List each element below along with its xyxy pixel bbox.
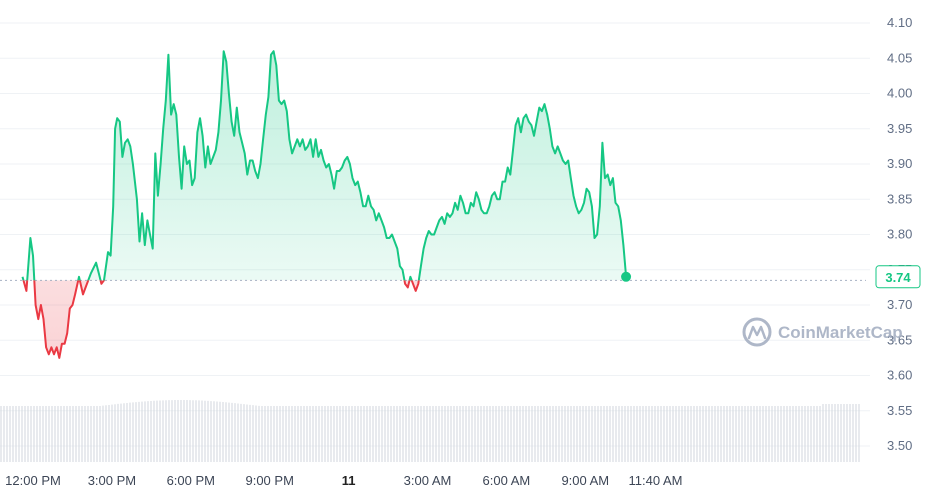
y-tick-label: 4.05: [887, 50, 912, 65]
x-tick-label: 11: [342, 473, 356, 488]
x-axis-ticks: 12:00 PM 3:00 PM 6:00 PM 9:00 PM 11 3:00 AM 6:…: [5, 473, 682, 488]
y-tick-label: 3.85: [887, 191, 912, 206]
watermark: CoinMarketCap: [742, 317, 903, 347]
price-line: [21, 50, 628, 359]
y-tick-label: 3.50: [887, 438, 912, 453]
last-price-dot: [621, 271, 632, 282]
y-tick-label: 3.60: [887, 368, 912, 383]
current-price-badge: 3.74: [875, 265, 921, 289]
x-tick-label: 6:00 PM: [167, 473, 215, 488]
x-tick-label: 6:00 AM: [483, 473, 531, 488]
y-tick-label: 3.80: [887, 227, 912, 242]
watermark-brand: CoinMarketCap: [778, 323, 903, 342]
x-tick-label: 3:00 AM: [404, 473, 452, 488]
current-price-label: 3.74: [885, 270, 911, 285]
volume-bars: [0, 400, 860, 462]
y-tick-label: 4.00: [887, 86, 912, 101]
y-tick-label: 3.90: [887, 156, 912, 171]
x-tick-label: 11:40 AM: [629, 473, 683, 488]
x-tick-label: 3:00 PM: [88, 473, 136, 488]
y-tick-label: 3.65: [887, 332, 912, 347]
area-below-baseline: [23, 280, 419, 358]
x-tick-label: 9:00 PM: [245, 473, 293, 488]
x-tick-label: 9:00 AM: [561, 473, 609, 488]
y-tick-label: 3.70: [887, 297, 912, 312]
price-line-up: [21, 50, 628, 281]
coinmarketcap-logo-icon: [742, 317, 772, 347]
x-tick-label: 12:00 PM: [5, 473, 61, 488]
y-tick-label: 3.55: [887, 403, 912, 418]
y-tick-label: 4.10: [887, 15, 912, 30]
y-axis-ticks: 4.104.054.003.953.903.853.803.753.703.65…: [887, 15, 912, 453]
y-tick-label: 3.95: [887, 121, 912, 136]
